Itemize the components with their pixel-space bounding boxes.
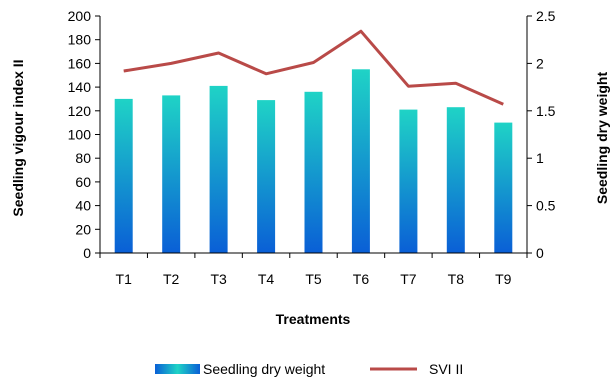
legend-swatch-bar — [155, 364, 200, 374]
bar-T7 — [399, 109, 418, 253]
left-tick-label: 20 — [75, 221, 91, 237]
right-tick-label: 0.5 — [536, 198, 556, 214]
y-axis-right-title: Seedling dry weight — [594, 72, 610, 205]
x-tick-label: T8 — [448, 271, 465, 287]
x-tick-label: T3 — [210, 271, 227, 287]
left-tick-label: 200 — [68, 8, 92, 24]
right-tick-label: 1 — [536, 150, 544, 166]
left-tick-label: 180 — [68, 32, 92, 48]
x-tick-label: T7 — [400, 271, 417, 287]
legend: Seedling dry weight SVI II — [155, 361, 463, 377]
x-axis-ticks: T1 T2 T3 T4 T5 T6 T7 T8 T9 — [99, 253, 528, 287]
right-tick-label: 0 — [536, 245, 544, 261]
legend-label-line: SVI II — [429, 361, 463, 377]
legend-label-bar: Seedling dry weight — [203, 361, 325, 377]
left-axis-ticks: 0 20 40 60 80 100 120 140 160 180 200 — [68, 8, 100, 261]
bar-T5 — [304, 91, 323, 253]
x-tick-label: T2 — [163, 271, 180, 287]
bar-T8 — [446, 107, 465, 253]
right-tick-label: 2.5 — [536, 8, 556, 24]
x-tick-label: T6 — [353, 271, 370, 287]
bar-series — [114, 69, 513, 254]
left-tick-label: 160 — [68, 55, 92, 71]
x-tick-label: T4 — [258, 271, 275, 287]
x-tick-label: T5 — [305, 271, 322, 287]
right-tick-label: 1.5 — [536, 103, 556, 119]
x-axis-title: Treatments — [276, 311, 351, 327]
left-tick-label: 60 — [75, 174, 91, 190]
left-tick-label: 0 — [83, 245, 91, 261]
right-axis-ticks: 0 0.5 1 1.5 2 2.5 — [527, 8, 556, 261]
line-series — [123, 29, 504, 106]
left-tick-label: 140 — [68, 79, 92, 95]
x-tick-label: T1 — [116, 271, 133, 287]
x-tick-label: T9 — [495, 271, 512, 287]
left-tick-label: 80 — [75, 150, 91, 166]
bar-T4 — [257, 100, 276, 253]
bar-T1 — [114, 98, 133, 254]
bar-T6 — [351, 69, 370, 253]
y-axis-left-title: Seedling vigour index II — [10, 59, 26, 216]
bar-T9 — [494, 122, 513, 253]
bar-T3 — [209, 85, 228, 254]
left-tick-label: 120 — [68, 103, 92, 119]
right-tick-label: 2 — [536, 55, 544, 71]
left-tick-label: 40 — [75, 198, 91, 214]
left-tick-label: 100 — [68, 127, 92, 143]
bar-T2 — [162, 95, 181, 254]
